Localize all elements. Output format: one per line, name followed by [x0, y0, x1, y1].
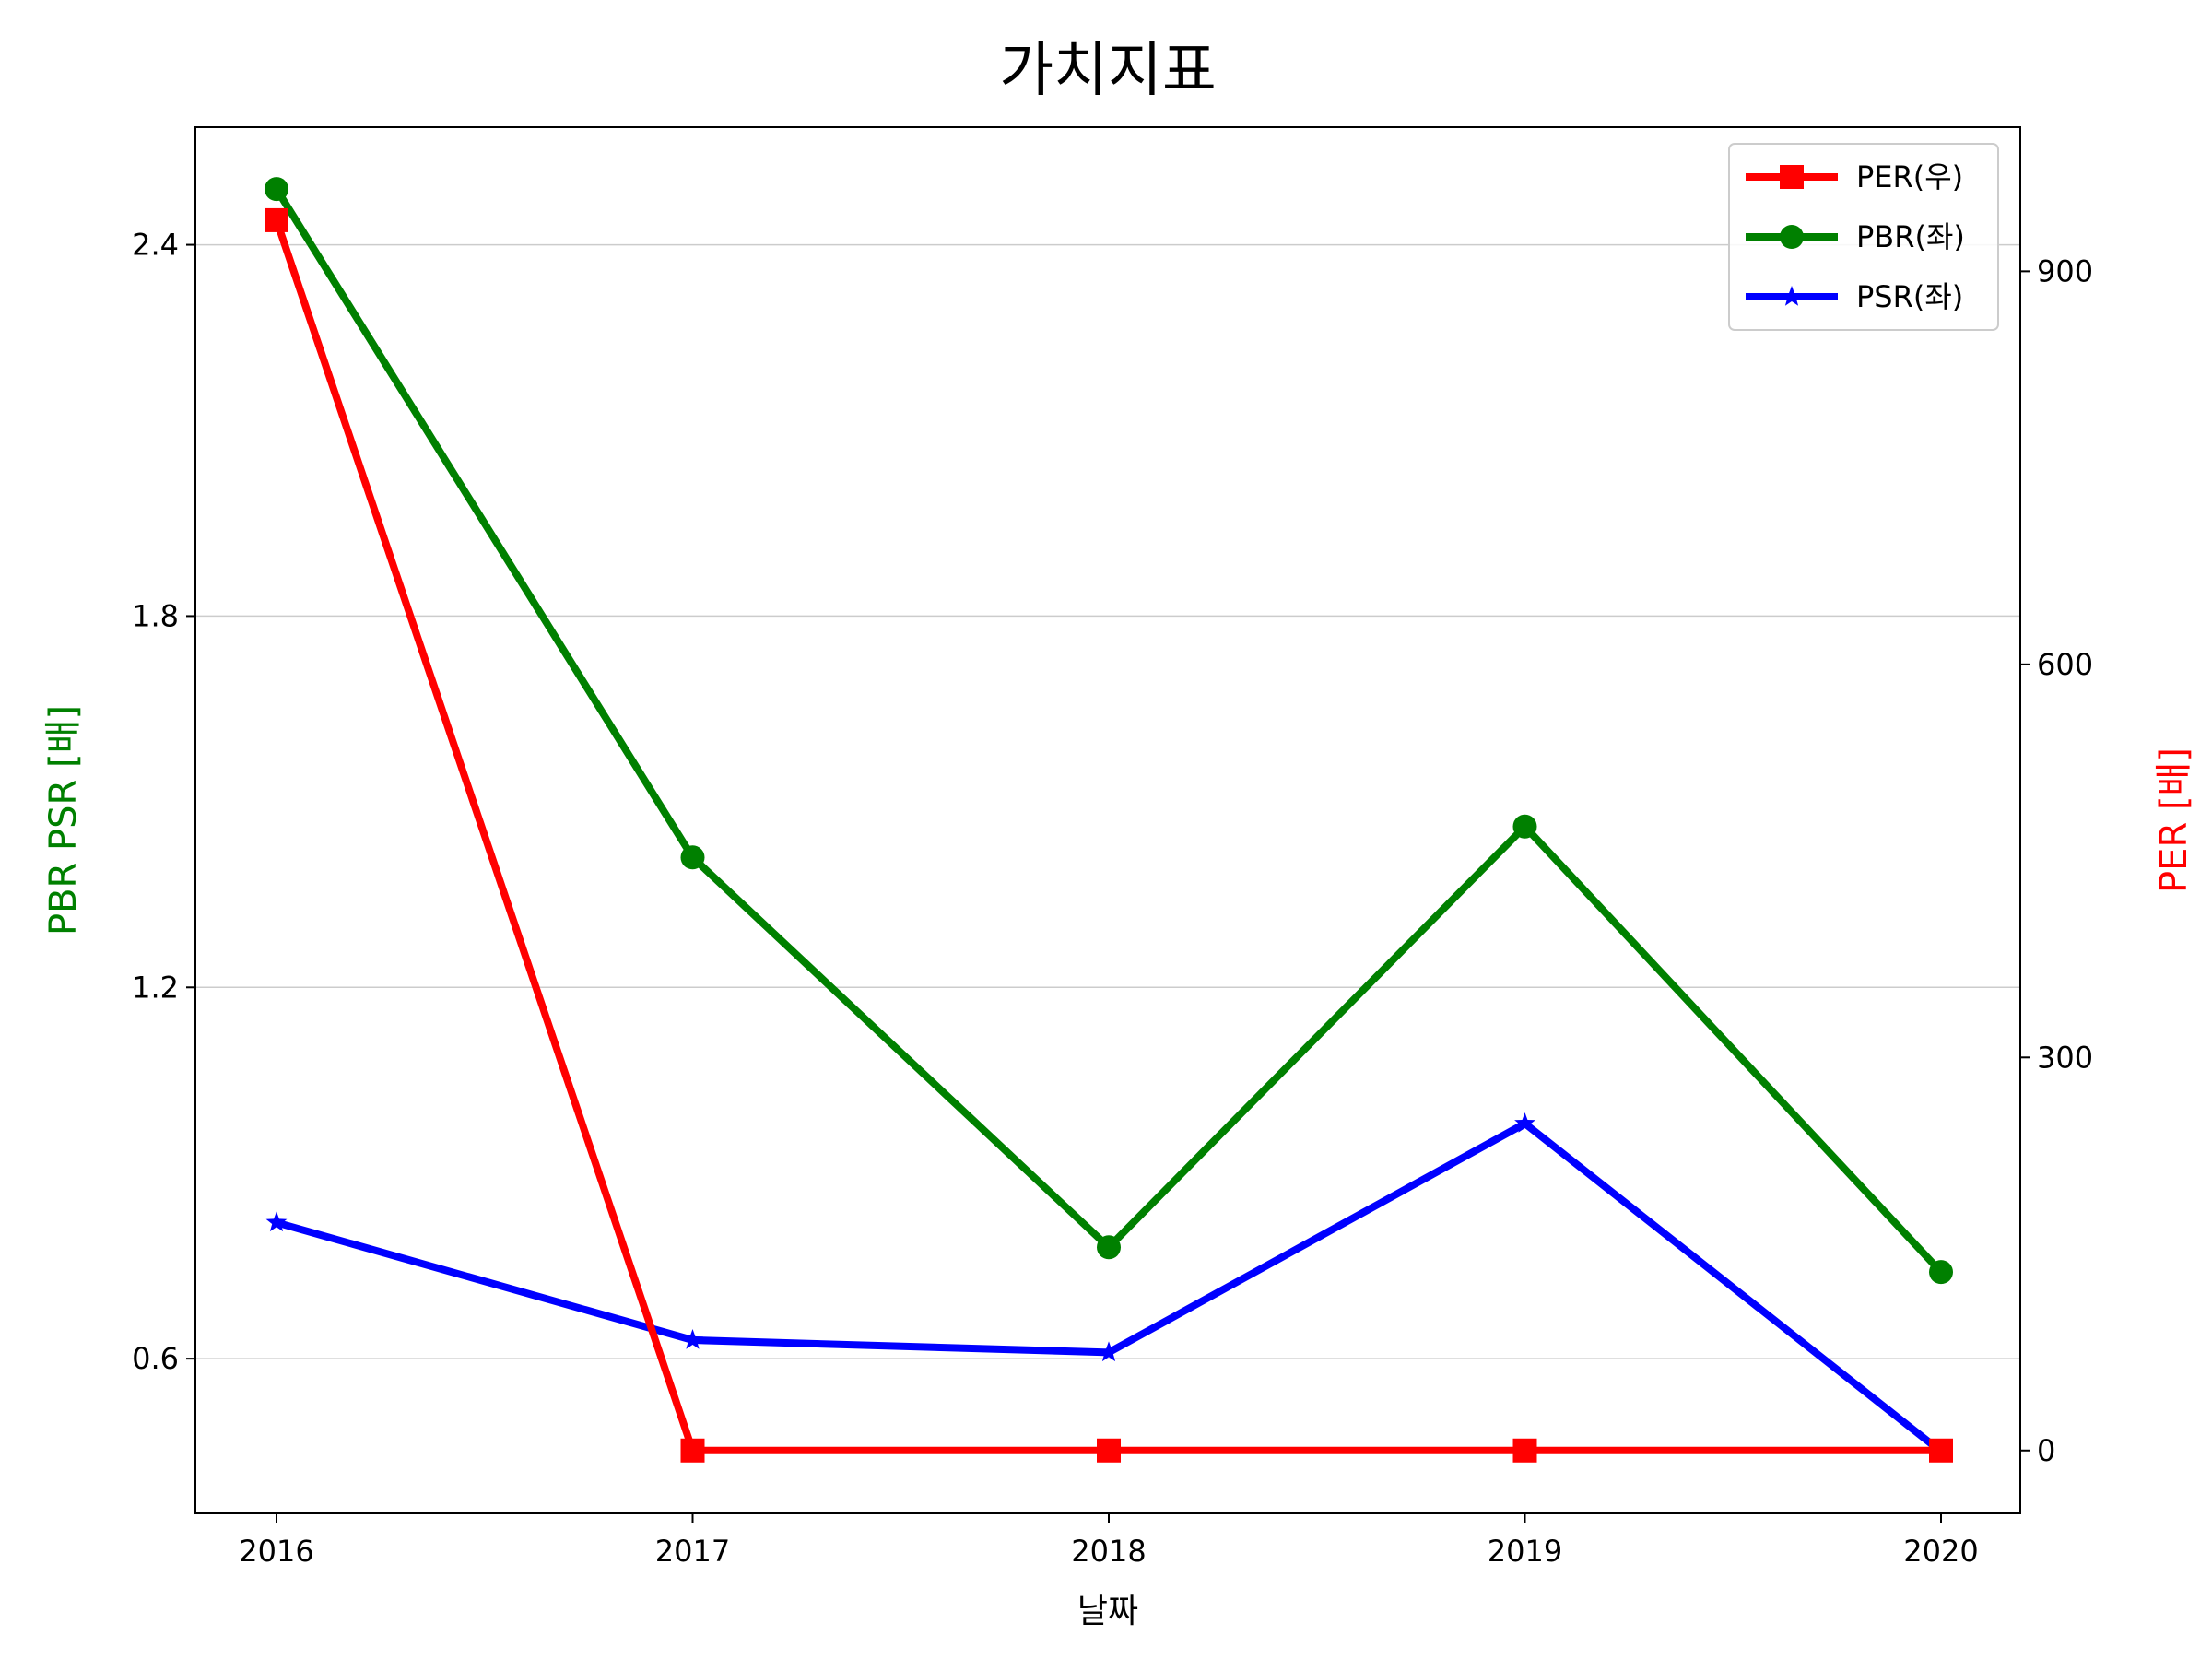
data-point — [680, 1438, 705, 1463]
data-point — [1514, 1112, 1535, 1133]
data-point — [1098, 1341, 1120, 1362]
legend-marker — [1780, 225, 1804, 249]
series-PBR(좌) — [265, 177, 1953, 1285]
right-y-axis-label: PER [배] — [2153, 747, 2195, 893]
right-tick-label: 900 — [2037, 253, 2093, 288]
legend: PER(우) PBR(좌) PSR(좌) — [1728, 143, 1999, 331]
x-tick-label: 2017 — [655, 1534, 730, 1569]
series-group — [265, 177, 1953, 1463]
legend-marker — [1780, 165, 1804, 189]
left-tick-label: 2.4 — [132, 228, 179, 263]
x-tick-label: 2018 — [1071, 1534, 1146, 1569]
x-tick-label: 2016 — [239, 1534, 313, 1569]
data-point — [682, 1329, 703, 1349]
legend-label: PSR(좌) — [1856, 279, 1963, 314]
series-line — [273, 185, 1945, 1277]
legend-box — [1728, 143, 1999, 331]
series-line — [273, 216, 1945, 1454]
data-point — [1097, 1438, 1121, 1463]
right-tick-label: 0 — [2037, 1433, 2055, 1468]
data-point — [265, 177, 288, 202]
data-point — [265, 207, 288, 232]
left-tick-label: 0.6 — [132, 1341, 179, 1376]
right-tick-label: 600 — [2037, 647, 2093, 682]
x-tick-label: 2020 — [1903, 1534, 1978, 1569]
series-PER(우) — [265, 207, 1953, 1463]
x-axis: 2016 2017 2018 2019 2020 — [239, 1513, 1979, 1569]
data-point — [1512, 814, 1537, 839]
legend-marker — [1781, 286, 1803, 306]
legend-label: PBR(좌) — [1856, 219, 1965, 254]
data-point — [265, 1211, 288, 1232]
data-point — [1929, 1438, 1953, 1463]
data-point — [680, 845, 705, 870]
right-tick-label: 300 — [2037, 1040, 2093, 1075]
chart-title: 가치지표 — [999, 37, 1217, 105]
left-tick-label: 1.2 — [132, 970, 179, 1005]
plot-frame — [194, 126, 2021, 1514]
data-point — [1097, 1235, 1121, 1260]
left-y-axis-label: PBR PSR [배] — [42, 705, 85, 935]
legend-label: PER(우) — [1856, 159, 1963, 194]
data-point — [1512, 1438, 1537, 1463]
series-PSR(좌) — [265, 1112, 1952, 1461]
right-y-axis: 0 300 600 900 — [2020, 253, 2093, 1468]
x-tick-label: 2019 — [1488, 1534, 1562, 1569]
grid-lines — [195, 243, 2020, 1359]
left-tick-label: 1.8 — [132, 598, 179, 633]
x-axis-label: 날짜 — [1077, 1593, 1138, 1630]
data-point — [1929, 1260, 1953, 1285]
left-y-axis: 0.6 1.2 1.8 2.4 — [132, 228, 195, 1376]
series-line — [273, 1120, 1945, 1455]
